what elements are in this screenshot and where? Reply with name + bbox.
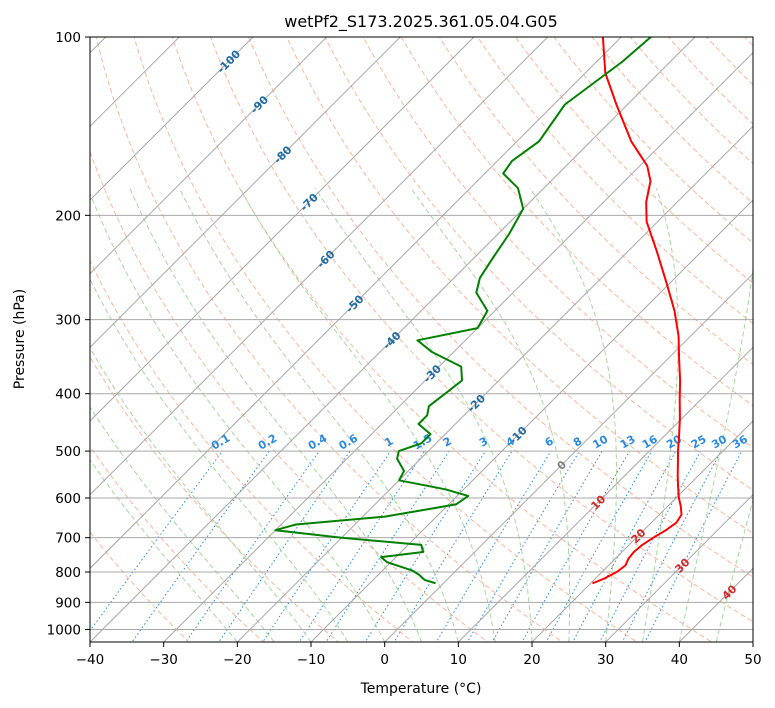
dewpoint-line [274,37,652,584]
x-tick-label: −20 [223,652,252,668]
isotherm-line [90,37,549,496]
isobars [90,37,753,630]
x-tick-label: −30 [149,652,178,668]
dry-adiabat-line [95,37,564,642]
dry-adiabat-line [248,37,753,578]
y-tick-label: 400 [55,387,81,403]
sounding-series [274,37,683,584]
y-tick-label: 300 [55,313,81,329]
isotherm-line [90,37,475,422]
plot-area: -100-90-80-70-60-50-40-30-20-100 1020304… [90,37,753,642]
moist-adiabat-line [314,187,533,642]
chart-title: wetPf2_S173.2025.361.05.04.G05 [284,12,558,32]
isotherm-line [90,37,181,128]
isotherm-line [90,37,402,349]
y-tick-label: 900 [55,595,81,611]
y-tick-label: 700 [55,531,81,547]
dry-adiabat-line [171,37,713,642]
x-tick-label: 0 [380,652,389,668]
moist-adiabat-line [410,187,571,642]
x-tick-label: −40 [76,652,105,668]
dry-adiabat-line [90,445,265,642]
y-tick-label: 600 [55,491,81,507]
dry-adiabat-line [286,37,753,534]
dry-adiabat-line [90,150,489,642]
isotherm-line [90,37,254,201]
moist-adiabat-line [90,347,312,642]
isotherm-line [310,199,753,642]
moist-adiabat-line [529,187,617,642]
dry-adiabat-line [90,259,414,642]
moist-adiabat-line [90,459,238,642]
isotherm-line [236,125,753,642]
x-axis-ticks: −40 −30 −20 −10 0 10 20 30 40 50 [76,642,762,668]
isotherm-line [383,272,753,642]
y-tick-label: 100 [55,30,81,46]
y-tick-label: 500 [55,444,81,460]
y-axis-label: Pressure (hPa) [12,289,28,389]
isotherm-line [90,37,328,275]
isotherm-line [531,420,753,642]
moist-adiabat-line [90,406,275,642]
y-tick-label: 1000 [47,622,81,638]
moist-adiabat-line [129,187,422,642]
moist-adiabat-line [678,265,753,642]
x-tick-label: 20 [523,652,540,668]
x-tick-label: 50 [744,652,761,668]
x-tick-label: 10 [450,652,467,668]
temperature-line [592,37,683,584]
moist-adiabat-line [179,187,459,642]
dry-adiabat-line [400,37,753,407]
dry-adiabat-line [476,37,753,325]
plot-frame [89,36,754,643]
y-tick-label: 200 [55,208,81,224]
isotherm-line [162,51,753,642]
y-axis-ticks: 100 200 300 400 500 600 700 800 900 1000 [47,30,90,638]
dry-adiabat-line [324,37,753,491]
dry-adiabat-line [90,531,190,642]
isotherm-line [457,346,753,642]
x-tick-label: 40 [671,652,688,668]
isotherms [90,37,753,642]
isotherm-line [90,37,696,642]
x-tick-label: −10 [297,652,326,668]
moist-adiabat-line [90,192,386,642]
isotherm-line [604,493,753,642]
isotherm-line [90,37,623,570]
y-tick-label: 800 [55,565,81,581]
moist-adiabat-line [90,277,349,642]
x-axis-label: Temperature (°C) [360,681,482,697]
dry-adiabat-line [629,37,753,165]
dry-adiabat-line [362,37,753,449]
dry-adiabat-line [667,37,753,125]
dry-adiabat-line [133,37,638,642]
x-tick-label: 30 [597,652,614,668]
